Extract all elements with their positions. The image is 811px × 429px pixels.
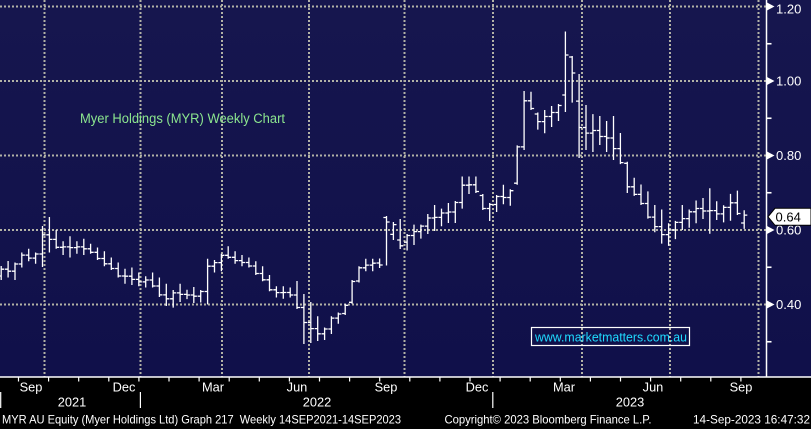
- svg-text:0.64: 0.64: [776, 210, 801, 225]
- svg-text:Mar: Mar: [202, 380, 225, 395]
- svg-text:1.20: 1.20: [776, 2, 801, 17]
- svg-text:Sep: Sep: [375, 380, 398, 395]
- svg-text:0.40: 0.40: [776, 297, 801, 312]
- svg-text:Jun: Jun: [643, 380, 664, 395]
- svg-text:Myer Holdings (MYR) Weekly Cha: Myer Holdings (MYR) Weekly Chart: [80, 111, 285, 126]
- svg-text:0.80: 0.80: [776, 148, 801, 163]
- svg-text:14-Sep-2023 16:47:32: 14-Sep-2023 16:47:32: [693, 413, 810, 427]
- svg-text:2021: 2021: [58, 395, 86, 410]
- svg-text:Jun: Jun: [287, 380, 308, 395]
- svg-text:1.00: 1.00: [776, 74, 801, 89]
- svg-text:0.60: 0.60: [776, 223, 801, 238]
- svg-text:Sep: Sep: [20, 380, 43, 395]
- svg-text:Mar: Mar: [553, 380, 576, 395]
- svg-text:Dec: Dec: [466, 380, 489, 395]
- svg-text:2022: 2022: [303, 395, 331, 410]
- svg-text:MYR AU Equity (Myer Holdings L: MYR AU Equity (Myer Holdings Ltd) Graph …: [2, 413, 401, 427]
- svg-text:Sep: Sep: [730, 380, 753, 395]
- svg-text:www.marketmatters.com.au: www.marketmatters.com.au: [534, 330, 687, 345]
- svg-text:2023: 2023: [616, 395, 644, 410]
- svg-text:Copyright© 2023 Bloomberg Fina: Copyright© 2023 Bloomberg Finance L.P.: [445, 413, 652, 427]
- svg-text:Dec: Dec: [113, 380, 136, 395]
